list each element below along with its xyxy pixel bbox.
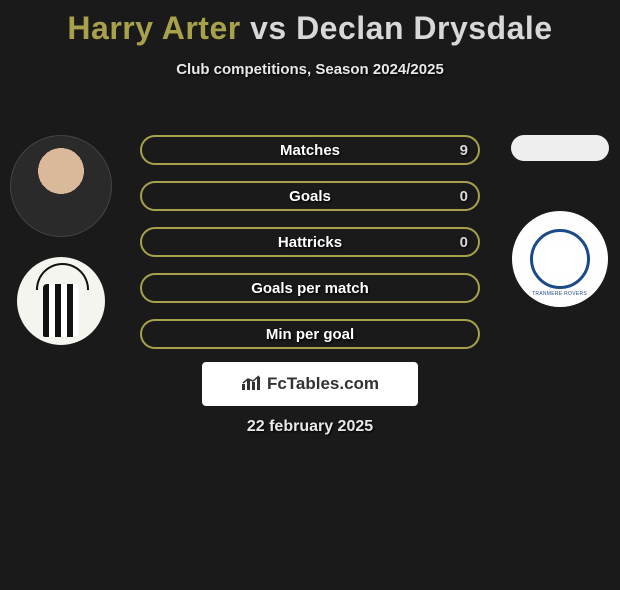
brand-text: FcTables.com [267,374,379,394]
stat-p2-val: 0 [460,229,468,255]
stat-label: Matches [280,142,340,159]
stat-bar-gpm: Goals per match [140,273,480,303]
stat-bar-mpg: Min per goal [140,319,480,349]
stat-p2-val: 9 [460,137,468,163]
stat-label: Hattricks [278,234,342,251]
player1-name: Harry Arter [67,10,240,46]
player1-avatar [10,135,112,237]
brand-prefix: Fc [267,374,287,393]
player2-club-logo [512,211,608,307]
player1-club-logo [17,257,105,345]
vs-connector: vs [250,10,287,46]
stat-p2-val: 0 [460,183,468,209]
player1-column [8,135,113,345]
player2-avatar [511,135,609,161]
comparison-title: Harry Arter vs Declan Drysdale [0,10,620,47]
date-text: 22 february 2025 [0,418,620,436]
stat-bar-goals: Goals 0 [140,181,480,211]
stat-bar-hattricks: Hattricks 0 [140,227,480,257]
stat-label: Min per goal [266,326,354,343]
stat-bar-matches: Matches 9 [140,135,480,165]
stat-label: Goals per match [251,280,369,297]
brand-rest: Tables.com [287,374,379,393]
player2-name: Declan Drysdale [296,10,553,46]
brand-box: FcTables.com [202,362,418,406]
stat-bars: Matches 9 Goals 0 Hattricks 0 Goals per … [140,135,480,365]
stat-label: Goals [289,188,331,205]
subtitle: Club competitions, Season 2024/2025 [0,61,620,78]
player2-column [507,135,612,307]
chart-icon [241,374,261,395]
